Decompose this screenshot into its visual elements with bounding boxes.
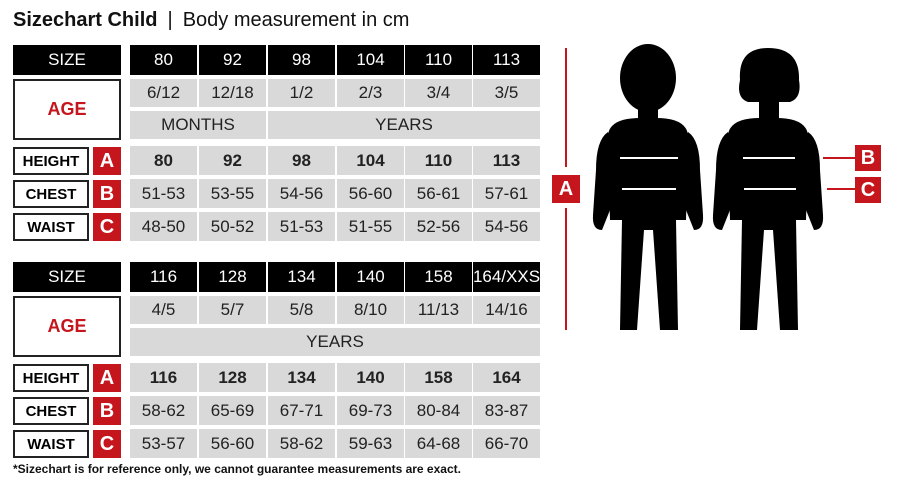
size-cell: 113 [473, 45, 540, 75]
badge-b: B [855, 145, 881, 171]
height-cell: 116 [130, 363, 197, 392]
age-cell: 12/18 [199, 79, 266, 107]
height-cell: 110 [405, 146, 472, 175]
size-label: SIZE [13, 45, 121, 75]
waist-cell: 66-70 [473, 429, 540, 458]
size-cell: 134 [268, 262, 335, 292]
chest-cell: 51-53 [130, 179, 197, 208]
height-label: HEIGHT [13, 364, 89, 392]
size-cell: 128 [199, 262, 266, 292]
chest-cell: 69-73 [337, 396, 404, 425]
footnote: *Sizechart is for reference only, we can… [13, 462, 461, 476]
waist-cell: 64-68 [405, 429, 472, 458]
girl-silhouette-icon [712, 48, 824, 330]
page-title: Sizechart Child | Body measurement in cm [13, 9, 409, 32]
measurement-figure: A B C [540, 40, 897, 340]
height-cell: 113 [473, 146, 540, 175]
height-cell: 158 [405, 363, 472, 392]
age-unit-cell: YEARS [130, 328, 540, 356]
age-cell: 8/10 [337, 296, 404, 324]
waist-label: WAIST [13, 430, 89, 458]
waist-badge: C [93, 213, 121, 241]
height-cell: 134 [268, 363, 335, 392]
title-subtitle: Body measurement in cm [182, 9, 410, 31]
age-unit-cell: YEARS [268, 111, 540, 139]
height-cell: 128 [199, 363, 266, 392]
waist-cell: 51-53 [268, 212, 335, 241]
height-label: HEIGHT [13, 147, 89, 175]
waist-cell: 52-56 [405, 212, 472, 241]
chest-cell: 56-60 [337, 179, 404, 208]
chest-cell: 65-69 [199, 396, 266, 425]
height-cell: 104 [337, 146, 404, 175]
size-cell: 92 [199, 45, 266, 75]
title-separator: | [167, 9, 173, 31]
size-cell: 110 [405, 45, 472, 75]
chest-cell: 67-71 [268, 396, 335, 425]
size-cell: 116 [130, 262, 197, 292]
age-cell: 5/7 [199, 296, 266, 324]
waist-cell: 48-50 [130, 212, 197, 241]
boy-silhouette-icon [592, 44, 704, 330]
chest-cell: 58-62 [130, 396, 197, 425]
size-cell: 104 [337, 45, 404, 75]
age-label: AGE [13, 296, 121, 357]
age-cell: 14/16 [473, 296, 540, 324]
age-unit-cell: MONTHS [130, 111, 266, 139]
age-label: AGE [13, 79, 121, 140]
waist-label: WAIST [13, 213, 89, 241]
size-cell: 98 [268, 45, 335, 75]
chest-cell: 83-87 [473, 396, 540, 425]
chest-cell: 80-84 [405, 396, 472, 425]
height-cell: 164 [473, 363, 540, 392]
chest-badge: B [93, 180, 121, 208]
badge-a: A [552, 175, 580, 203]
size-label: SIZE [13, 262, 121, 292]
chest-badge: B [93, 397, 121, 425]
size-cell: 140 [337, 262, 404, 292]
waist-cell: 51-55 [337, 212, 404, 241]
age-cell: 3/4 [405, 79, 472, 107]
chest-cell: 54-56 [268, 179, 335, 208]
chest-label: CHEST [13, 180, 89, 208]
chest-cell: 57-61 [473, 179, 540, 208]
height-badge: A [93, 364, 121, 392]
waist-cell: 53-57 [130, 429, 197, 458]
waist-badge: C [93, 430, 121, 458]
height-cell: 80 [130, 146, 197, 175]
height-cell: 140 [337, 363, 404, 392]
chest-label: CHEST [13, 397, 89, 425]
chest-cell: 56-61 [405, 179, 472, 208]
age-cell: 3/5 [473, 79, 540, 107]
age-cell: 6/12 [130, 79, 197, 107]
age-cell: 2/3 [337, 79, 404, 107]
title-main: Sizechart Child [13, 9, 158, 31]
age-cell: 5/8 [268, 296, 335, 324]
age-cell: 1/2 [268, 79, 335, 107]
waist-cell: 56-60 [199, 429, 266, 458]
size-cell: 164/XXS [473, 262, 540, 292]
waist-cell: 54-56 [473, 212, 540, 241]
age-cell: 4/5 [130, 296, 197, 324]
waist-cell: 59-63 [337, 429, 404, 458]
height-cell: 98 [268, 146, 335, 175]
size-cell: 80 [130, 45, 197, 75]
height-cell: 92 [199, 146, 266, 175]
chest-cell: 53-55 [199, 179, 266, 208]
size-cell: 158 [405, 262, 472, 292]
waist-cell: 58-62 [268, 429, 335, 458]
age-cell: 11/13 [405, 296, 472, 324]
height-badge: A [93, 147, 121, 175]
waist-cell: 50-52 [199, 212, 266, 241]
badge-c: C [855, 177, 881, 203]
